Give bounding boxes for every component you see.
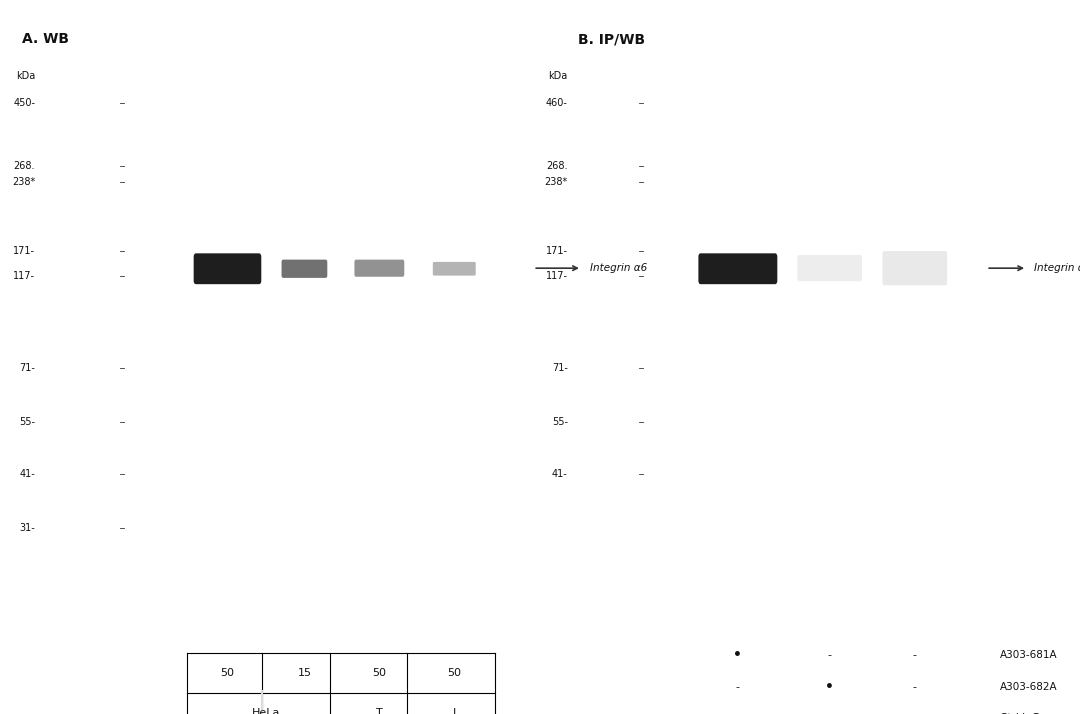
Text: Integrin α6: Integrin α6 [590,263,647,273]
Text: Ctrl IgG: Ctrl IgG [1000,713,1040,714]
FancyBboxPatch shape [699,253,778,284]
Text: •: • [910,711,919,714]
Text: 41-: 41- [19,469,35,479]
Text: 50: 50 [373,668,387,678]
Text: B. IP/WB: B. IP/WB [578,32,645,46]
Text: 171-: 171- [545,246,568,256]
Text: 450-: 450- [13,98,35,108]
Text: A. WB: A. WB [22,32,69,46]
Text: •: • [825,680,834,694]
Text: 41-: 41- [552,469,568,479]
FancyBboxPatch shape [882,251,947,286]
Text: 55-: 55- [19,418,35,428]
Text: 50: 50 [447,668,461,678]
Text: 268.: 268. [546,161,568,171]
Text: 171-: 171- [13,246,35,256]
Text: 460-: 460- [545,98,568,108]
Text: 50: 50 [220,668,234,678]
Text: HeLa: HeLa [252,708,280,714]
Text: 71-: 71- [19,363,35,373]
Text: A303-681A: A303-681A [1000,650,1057,660]
Text: A303-682A: A303-682A [1000,682,1057,692]
Text: J: J [453,708,456,714]
Text: •: • [733,648,742,663]
Text: -: - [827,713,832,714]
Text: kDa: kDa [549,71,568,81]
Text: 238*: 238* [12,178,35,188]
FancyBboxPatch shape [193,253,261,284]
Text: 117-: 117- [13,271,35,281]
Text: -: - [827,650,832,660]
FancyBboxPatch shape [433,262,475,276]
Text: 117-: 117- [545,271,568,281]
Text: kDa: kDa [16,71,35,81]
Text: -: - [913,650,917,660]
Text: 268.: 268. [14,161,35,171]
Text: 238*: 238* [544,178,568,188]
Text: T: T [376,708,382,714]
Text: 55-: 55- [552,418,568,428]
FancyBboxPatch shape [282,260,327,278]
Text: -: - [735,713,740,714]
Text: -: - [913,682,917,692]
FancyBboxPatch shape [354,260,404,277]
Text: 15: 15 [297,668,311,678]
FancyBboxPatch shape [797,255,862,281]
Text: Integrin α6: Integrin α6 [1034,263,1080,273]
Text: 31-: 31- [19,523,35,533]
Text: -: - [735,682,740,692]
Text: 71-: 71- [552,363,568,373]
